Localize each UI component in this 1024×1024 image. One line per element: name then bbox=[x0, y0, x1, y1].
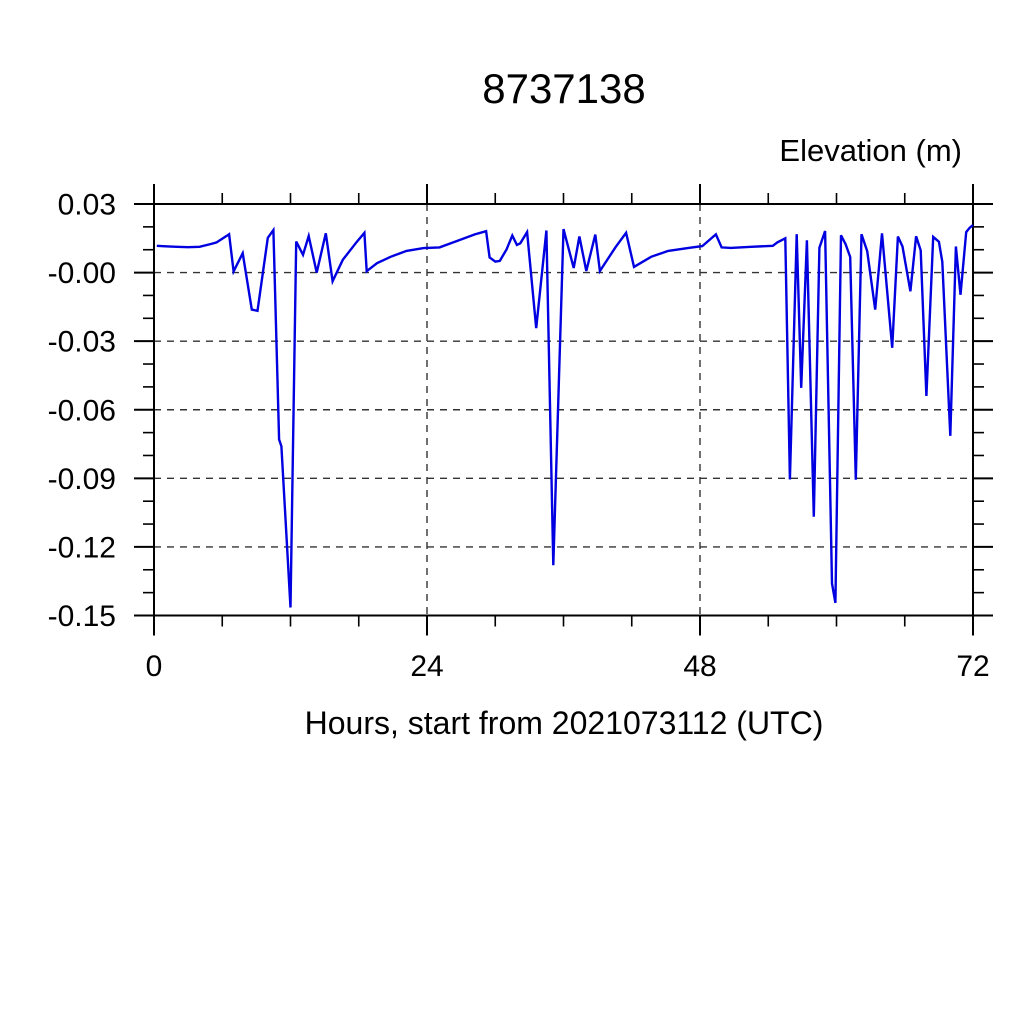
y-tick-label: -0.15 bbox=[48, 600, 116, 633]
x-tick-label: 0 bbox=[146, 650, 163, 683]
x-tick-label: 48 bbox=[683, 650, 716, 683]
y-tick-label: -0.03 bbox=[48, 326, 116, 359]
y-tick-label: 0.03 bbox=[58, 189, 116, 222]
x-tick-label: 72 bbox=[956, 650, 989, 683]
y-tick-label: -0.12 bbox=[48, 531, 116, 564]
chart-title: 8737138 bbox=[482, 65, 646, 112]
x-axis-title: Hours, start from 2021073112 (UTC) bbox=[304, 705, 824, 741]
x-tick-label: 24 bbox=[410, 650, 443, 683]
y-tick-label: -0.00 bbox=[48, 257, 116, 290]
elevation-data-line bbox=[156, 224, 974, 608]
y-axis-header: Elevation (m) bbox=[779, 133, 962, 168]
y-tick-label: -0.09 bbox=[48, 463, 116, 496]
y-tick-label: -0.06 bbox=[48, 394, 116, 427]
